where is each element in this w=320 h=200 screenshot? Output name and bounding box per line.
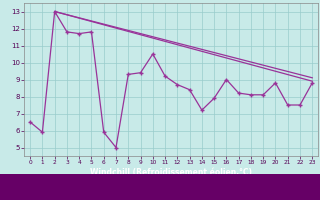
X-axis label: Windchill (Refroidissement éolien,°C): Windchill (Refroidissement éolien,°C) [90, 168, 252, 177]
